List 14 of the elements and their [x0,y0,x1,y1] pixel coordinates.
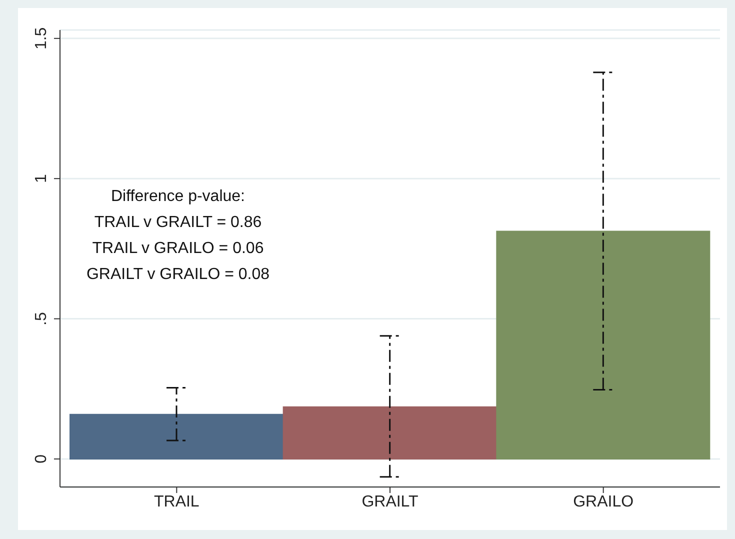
x-tick-label: GRAILO [573,493,634,510]
y-tick-label: .5 [33,312,50,326]
annotation: GRAILT v GRAILO = 0.08 [85,265,271,285]
annotation: TRAIL v GRAILO = 0.06 [91,239,265,259]
x-tick-label: GRAILT [362,493,419,510]
annotation: TRAIL v GRAILT = 0.86 [93,213,263,233]
bar [282,406,497,460]
bar [496,230,710,460]
y-tick-label: 1 [33,174,50,184]
bar [70,414,284,460]
x-tick-label: TRAIL [154,493,200,510]
y-tick-label: 1.5 [33,27,50,50]
annotation: Difference p-value: [110,187,246,207]
y-tick-label: 0 [33,454,50,464]
